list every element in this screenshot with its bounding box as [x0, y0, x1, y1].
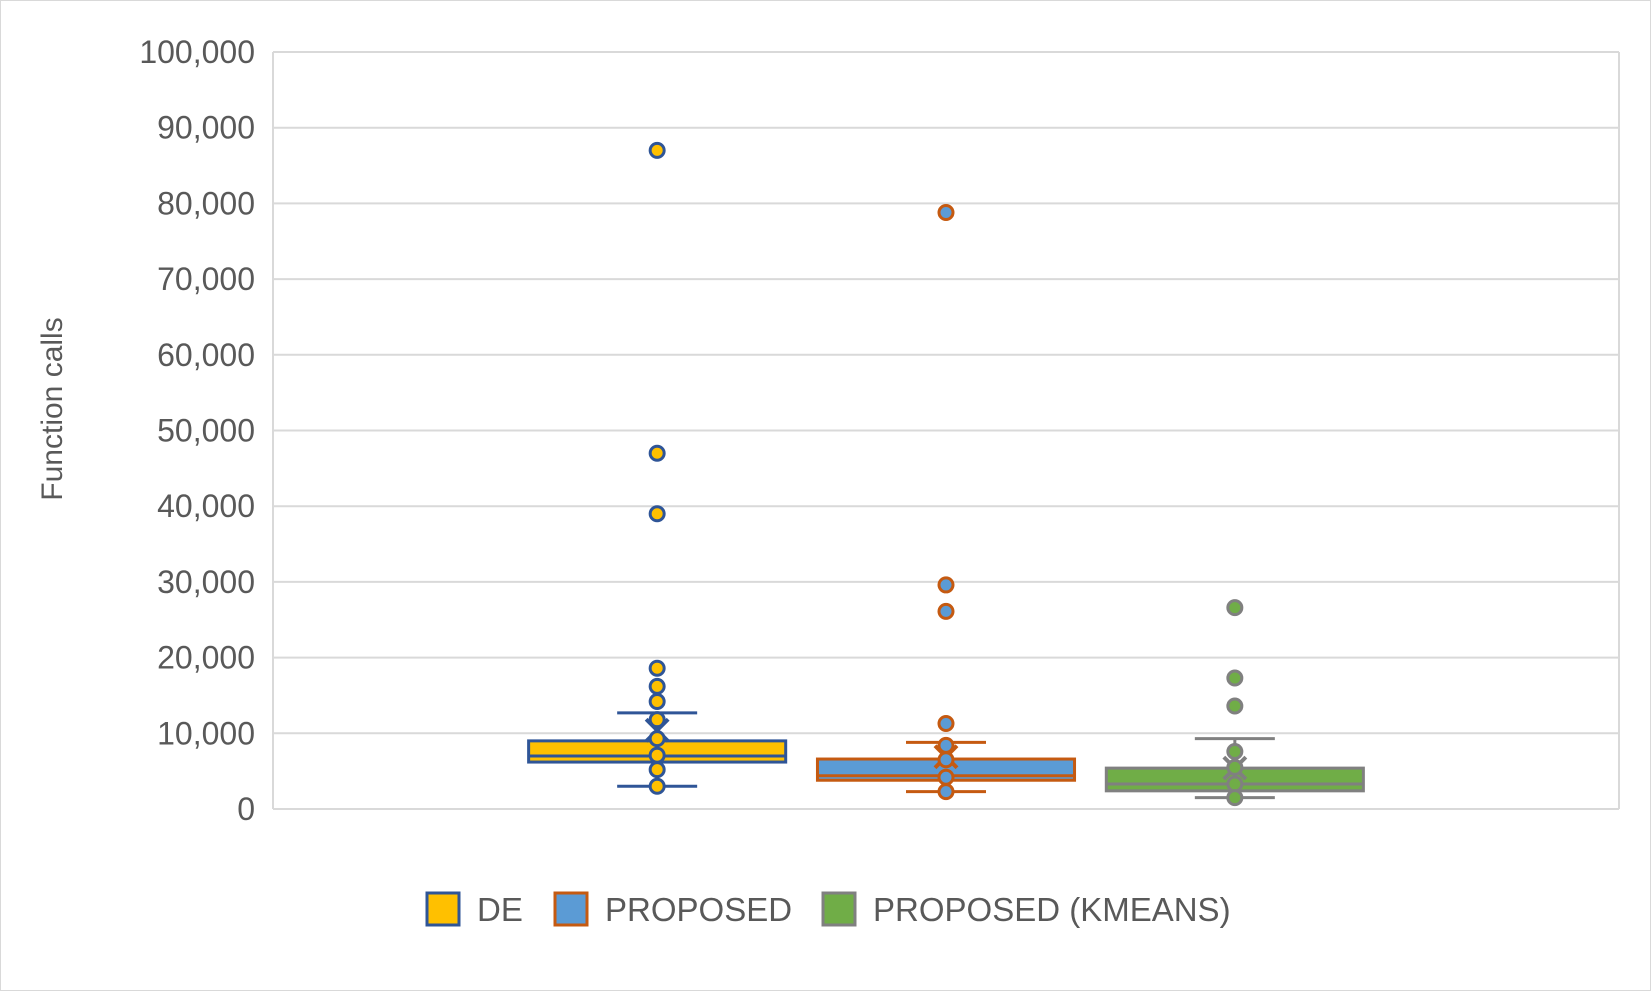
box-series-layer [527, 141, 1365, 807]
y-axis-tick-labels: 0 10,000 20,000 30,000 40,000 50,000 60,000 70,… [139, 34, 255, 827]
data-point [1226, 758, 1244, 776]
y-tick-label: 80,000 [157, 185, 255, 221]
y-tick-label: 90,000 [157, 110, 255, 146]
box-series-3 [1104, 599, 1365, 807]
legend-swatch [553, 891, 589, 927]
legend-label: PROPOSED (KMEANS) [873, 891, 1231, 928]
y-tick-label: 50,000 [157, 413, 255, 449]
data-point [937, 203, 955, 221]
data-point [937, 751, 955, 769]
data-point [937, 576, 955, 594]
data-point [937, 783, 955, 801]
data-point [1226, 789, 1244, 807]
data-point [648, 141, 666, 159]
data-point [648, 777, 666, 795]
y-tick-label: 30,000 [157, 564, 255, 600]
data-point [648, 505, 666, 523]
data-point [937, 714, 955, 732]
y-tick-label: 20,000 [157, 640, 255, 676]
legend-item-3: PROPOSED (KMEANS) [821, 891, 1231, 928]
data-point [937, 768, 955, 786]
data-point [648, 730, 666, 748]
box-series-2 [815, 203, 1077, 801]
data-point [937, 736, 955, 754]
gridlines [272, 51, 1620, 810]
y-tick-label: 0 [237, 791, 255, 827]
data-point [648, 711, 666, 729]
legend: DE PROPOSED PROPOSED (KMEANS) [425, 891, 1231, 928]
legend-label: DE [477, 891, 523, 928]
data-point [648, 677, 666, 695]
legend-swatch [821, 891, 857, 927]
data-point [648, 659, 666, 677]
data-point [1226, 775, 1244, 793]
data-point [1226, 669, 1244, 687]
y-tick-label: 70,000 [157, 261, 255, 297]
legend-swatch [425, 891, 461, 927]
y-tick-label: 40,000 [157, 488, 255, 524]
y-tick-label: 10,000 [157, 715, 255, 751]
data-point [1226, 742, 1244, 760]
data-point [648, 444, 666, 462]
y-tick-label: 60,000 [157, 337, 255, 373]
data-point [937, 602, 955, 620]
data-point [648, 693, 666, 711]
box-series-1 [527, 141, 788, 795]
data-point [1226, 697, 1244, 715]
data-point [648, 746, 666, 764]
legend-item-2: PROPOSED [553, 891, 792, 928]
data-point [1226, 599, 1244, 617]
data-point [648, 761, 666, 779]
legend-item-1: DE [425, 891, 523, 928]
y-axis-title: Function calls [36, 317, 69, 500]
y-tick-label: 100,000 [139, 34, 255, 70]
legend-label: PROPOSED [605, 891, 792, 928]
